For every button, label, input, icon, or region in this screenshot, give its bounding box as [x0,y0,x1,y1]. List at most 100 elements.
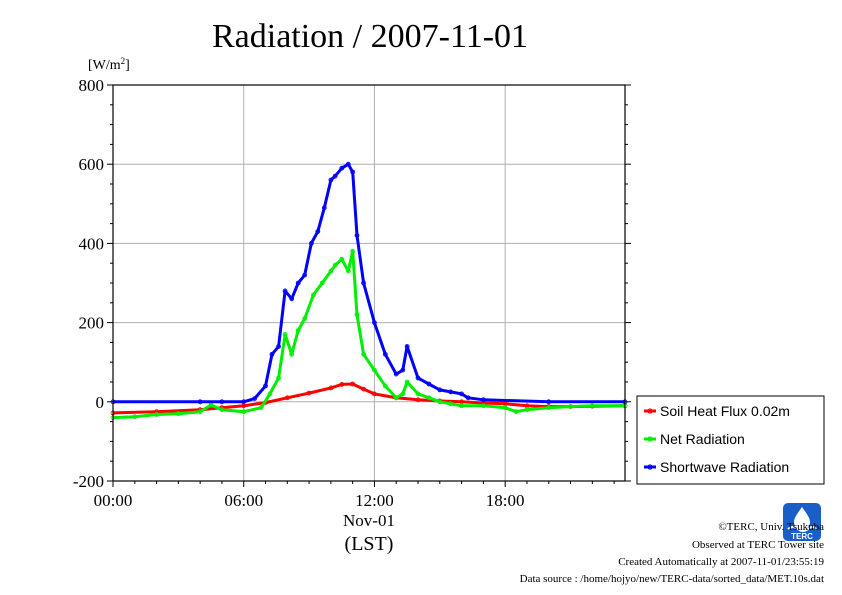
data-point [197,409,203,415]
data-point [339,256,345,262]
data-point [371,367,377,373]
legend-marker [647,436,653,442]
terc-logo-text: TERC [791,532,813,541]
data-point [354,312,360,318]
data-point [546,399,552,405]
data-point [354,233,360,238]
data-point [546,405,552,411]
plot-frame [112,84,626,482]
legend-box [636,395,825,485]
x-tick-label: 12:00 [355,491,394,510]
data-point [465,395,471,401]
data-point [437,399,443,405]
data-point [328,385,334,391]
data-point [328,177,334,183]
data-point [219,399,225,405]
legend-label: Soil Heat Flux 0.02m [660,403,790,419]
data-point [263,383,268,389]
legend-marker [647,408,653,414]
data-point [267,391,273,397]
data-point [480,397,486,403]
data-point [448,401,454,407]
data-point [350,248,356,254]
data-point [289,351,295,357]
data-point [404,379,410,385]
y-tick-label: 600 [79,155,105,174]
legend-marker [647,464,653,470]
data-point [415,375,421,381]
data-point [448,389,454,395]
series-net-radiation [110,248,628,421]
data-point [415,397,421,403]
series-soil-heat-flux-0-02m [110,381,628,416]
legend-label: Shortwave Radiation [660,459,789,475]
data-point [404,343,410,349]
x-tick-label: 06:00 [224,491,263,510]
data-point [382,351,388,357]
data-point [589,403,595,409]
series-line [112,249,625,420]
data-point [175,411,181,417]
data-point [241,409,247,415]
data-point [480,403,486,409]
data-point [339,165,345,171]
data-point [306,390,312,396]
data-point [269,351,275,357]
data-point [315,229,321,234]
data-point [295,328,301,333]
data-point [284,395,290,401]
series-line [112,382,626,415]
data-point [524,407,530,413]
grid-lines [113,85,625,481]
data-point [345,161,351,167]
data-point [319,280,325,286]
data-point [241,399,247,405]
legend: Soil Heat Flux 0.02m Net Radiation Shortwa… [636,395,825,485]
data-point [350,381,356,387]
data-point [459,403,465,409]
data-point [328,268,334,274]
data-point [350,169,356,175]
data-point [154,412,160,417]
data-point [302,316,308,322]
data-point [502,405,508,411]
data-point [276,343,282,349]
data-point [437,387,443,393]
data-point [332,173,338,179]
y-tick-label: 800 [79,76,105,95]
data-point [197,399,203,405]
data-point [310,292,316,298]
data-point [321,205,327,211]
chart-title: Radiation / 2007-11-01 [212,18,528,55]
data-point [393,371,399,377]
data-point [568,404,573,410]
data-point [393,395,399,401]
data-point [345,268,351,274]
data-point [382,383,388,389]
data-point [459,391,465,397]
x-axis-date-label: Nov-01 [343,511,395,530]
data-point [295,280,301,286]
data-point [308,240,314,246]
series-layer [110,161,628,421]
legend-label: Net Radiation [660,431,745,447]
y-axis-unit: [W/m2] [88,56,130,73]
data-point [276,375,282,381]
data-point [332,262,338,268]
credit-copyright: ©TERC, Univ. Tsukuba [718,521,824,533]
terc-logo: TERC [783,503,821,546]
data-point [339,381,345,387]
y-tick-label: 200 [79,314,105,333]
data-point [132,414,138,420]
data-point [361,351,367,357]
data-point [371,320,377,326]
data-point [282,332,288,337]
credit-created: Created Automatically at 2007-11-01/23:5… [618,556,824,568]
data-point [415,391,421,397]
terc-logo-icon: TERC [783,503,821,541]
x-axis-label: (LST) [345,533,394,555]
data-point [219,407,225,413]
data-point [513,409,519,415]
